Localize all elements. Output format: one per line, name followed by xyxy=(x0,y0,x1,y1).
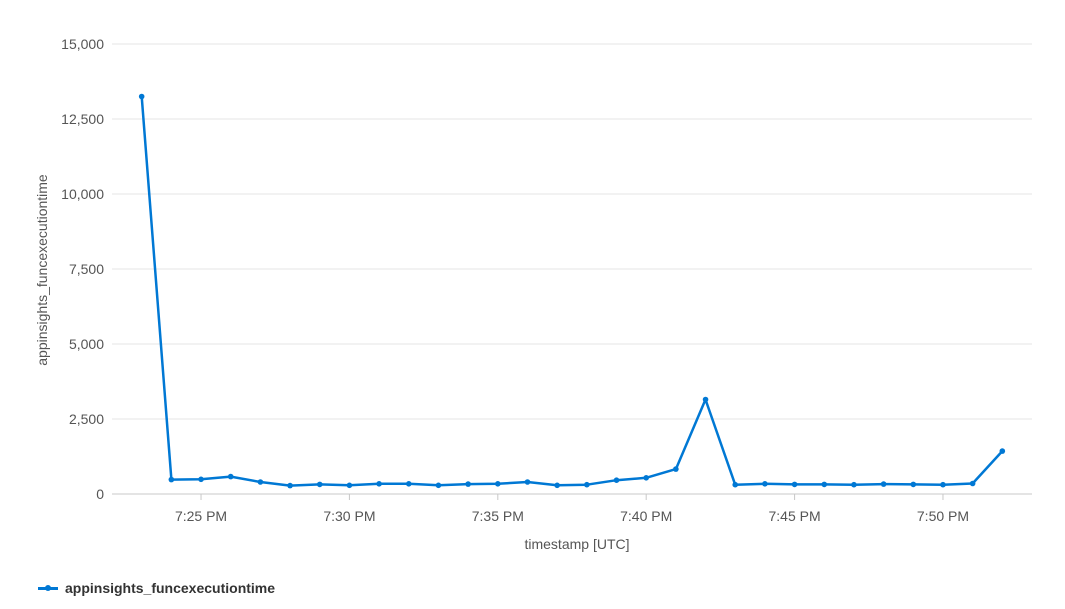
y-tick-label: 15,000 xyxy=(61,36,104,52)
y-tick-label: 7,500 xyxy=(69,261,104,277)
data-point xyxy=(969,480,976,487)
data-point xyxy=(168,476,175,483)
data-point xyxy=(376,481,382,487)
data-point xyxy=(198,476,204,483)
x-tick-label: 7:30 PM xyxy=(323,508,375,524)
x-axis-title: timestamp [UTC] xyxy=(524,536,629,552)
data-point xyxy=(257,479,264,485)
data-point xyxy=(880,481,887,487)
series-line xyxy=(140,95,1004,487)
legend-marker-icon xyxy=(45,584,51,591)
x-axis-ticks: 7:25 PM 7:30 PM 7:35 PM 7:40 PM 7:45 PM 7:50 … xyxy=(175,494,969,524)
data-point xyxy=(791,481,798,488)
legend[interactable]: appinsights_funcexecutiontime xyxy=(38,580,275,596)
data-point xyxy=(702,396,709,403)
y-tick-label: 2,500 xyxy=(69,411,104,427)
y-tick-label: 5,000 xyxy=(69,336,104,352)
data-point xyxy=(346,482,353,489)
data-point xyxy=(940,481,946,488)
data-point xyxy=(465,481,471,487)
data-point xyxy=(762,481,768,487)
y-axis-title: appinsights_funcexecutiontime xyxy=(34,174,50,366)
y-tick-label: 12,500 xyxy=(61,111,104,127)
y-tick-label: 10,000 xyxy=(61,186,104,202)
x-tick-label: 7:50 PM xyxy=(917,508,969,524)
data-point xyxy=(138,93,145,100)
y-tick-label: 0 xyxy=(96,486,104,502)
data-point xyxy=(435,482,442,489)
legend-line-icon xyxy=(38,584,58,591)
data-point xyxy=(495,481,501,487)
data-point xyxy=(910,481,917,488)
x-tick-label: 7:45 PM xyxy=(769,508,821,524)
data-point xyxy=(673,466,679,472)
data-point xyxy=(227,473,234,480)
data-point xyxy=(821,481,828,488)
x-tick-label: 7:35 PM xyxy=(472,508,524,524)
data-point xyxy=(851,481,857,488)
data-point xyxy=(524,479,531,485)
gridlines xyxy=(112,43,1032,495)
data-point xyxy=(405,481,412,487)
data-point xyxy=(584,481,590,488)
legend-label: appinsights_funcexecutiontime xyxy=(65,580,276,596)
data-point xyxy=(316,481,323,488)
data-point xyxy=(287,482,293,489)
data-point xyxy=(999,448,1006,454)
y-axis-ticks: 0 2,500 5,000 7,500 10,000 12,500 15,000 xyxy=(61,36,104,502)
data-point xyxy=(643,475,649,481)
data-point xyxy=(732,481,739,488)
x-tick-label: 7:25 PM xyxy=(175,508,227,524)
series-group xyxy=(138,93,1006,489)
x-tick-label: 7:40 PM xyxy=(620,508,672,524)
data-point xyxy=(613,477,620,484)
data-point xyxy=(554,482,560,489)
